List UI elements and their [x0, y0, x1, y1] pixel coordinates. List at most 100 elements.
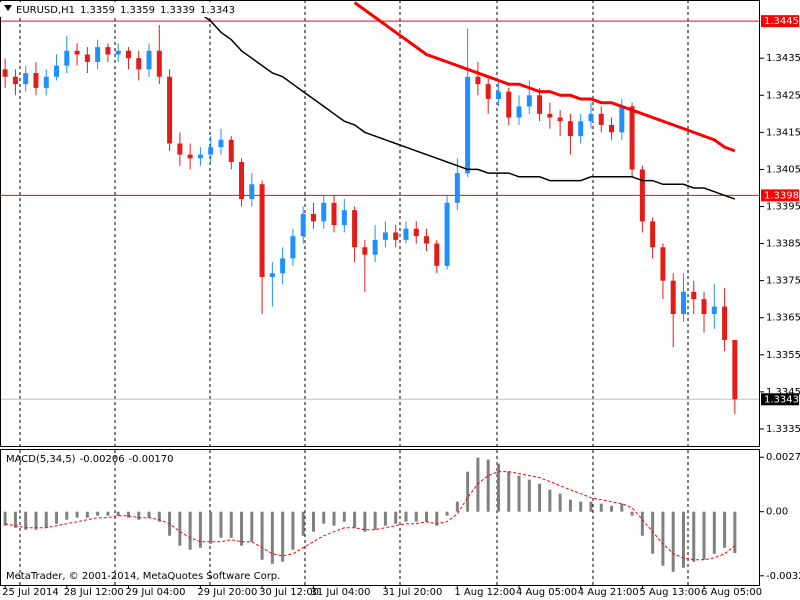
- macd-bar: [188, 511, 192, 550]
- last-low: 1.3339: [160, 5, 195, 16]
- macd-bar: [137, 511, 141, 520]
- candle-body: [537, 95, 543, 114]
- candle-body: [639, 169, 645, 222]
- macd-bar: [291, 511, 295, 550]
- moving-average: [189, 2, 736, 200]
- macd-bar: [157, 511, 161, 522]
- candle-body: [691, 291, 697, 300]
- price-box: [761, 189, 799, 202]
- candle-body: [650, 221, 656, 248]
- candle-body: [444, 202, 450, 266]
- candle-body: [43, 76, 49, 88]
- candle-body: [701, 299, 707, 315]
- candle-body: [167, 76, 173, 144]
- macd-bar: [24, 511, 28, 530]
- x-tick-label: 30 Jul 12:00: [259, 587, 319, 598]
- macd-bar: [610, 505, 614, 512]
- price-box-label: 1.3398: [764, 190, 799, 201]
- candle-body: [95, 47, 101, 62]
- macd-bar: [568, 499, 572, 512]
- candle-body: [208, 147, 214, 155]
- macd-bar: [630, 511, 634, 516]
- candle-body: [228, 139, 234, 163]
- y-tick-label: 0.00272: [766, 452, 800, 463]
- candle-body: [516, 106, 522, 118]
- macd-bar: [198, 511, 202, 548]
- macd-bar: [96, 511, 100, 516]
- candle-body: [362, 247, 368, 255]
- macd-bar: [733, 511, 737, 553]
- macd-bar: [209, 511, 213, 544]
- macd-bar: [661, 511, 665, 566]
- macd-bar: [75, 511, 79, 518]
- macd-bar: [548, 489, 552, 512]
- candle-body: [54, 65, 60, 77]
- x-tick-label: 29 Jul 20:00: [197, 587, 257, 598]
- macd-bar: [599, 503, 603, 512]
- macd-header: MACD(5,34,5) -0.00206 -0.00170: [6, 454, 174, 465]
- chart-header: EURUSD,H1 1.3359 1.3359 1.3339 1.3343: [16, 5, 235, 16]
- menu-icon[interactable]: [4, 5, 12, 11]
- candle-body: [290, 236, 296, 259]
- y-tick-label: 1.3395: [766, 202, 800, 213]
- macd-bar: [178, 511, 182, 546]
- macd-bar: [85, 511, 89, 518]
- moving-average: [353, 1, 736, 153]
- candle-body: [197, 154, 203, 159]
- candle-body: [33, 73, 39, 88]
- candle-body: [382, 232, 388, 240]
- macd-bar: [712, 511, 716, 554]
- candle-body: [485, 84, 491, 99]
- candle-body: [177, 143, 183, 155]
- x-tick-label: 28 Jul 12:00: [64, 587, 124, 598]
- candle-body: [526, 95, 532, 107]
- copyright: MetaTrader, © 2001-2014, MetaQuotes Soft…: [6, 571, 280, 582]
- macd-bar: [281, 511, 285, 562]
- macd-bar: [558, 493, 562, 512]
- candle-body: [310, 213, 316, 222]
- candle-body: [280, 258, 286, 274]
- macd-bar: [445, 511, 449, 516]
- y-tick-label: 1.3415: [766, 127, 800, 138]
- macd-bar: [363, 511, 367, 532]
- candle-body: [598, 113, 604, 125]
- candle-body: [259, 184, 265, 277]
- candle-body: [105, 47, 111, 55]
- candle-body: [547, 113, 553, 118]
- y-tick-label: 1.3365: [766, 313, 800, 324]
- macd-bar: [322, 511, 326, 524]
- macd-bar: [65, 511, 69, 520]
- y-tick-label: 1.3385: [766, 239, 800, 250]
- macd-bar: [301, 511, 305, 536]
- y-tick-label: 0.00: [766, 507, 788, 518]
- signal-last: -0.00170: [129, 454, 174, 465]
- candle-body: [249, 184, 255, 200]
- macd-last: -0.00206: [80, 454, 125, 465]
- y-tick-label: 1.3375: [766, 276, 800, 287]
- macd-bar: [13, 511, 17, 528]
- candle-body: [218, 139, 224, 148]
- candle-body: [403, 228, 409, 240]
- x-tick-label: 25 Jul 2014: [2, 587, 59, 598]
- macd-bar: [507, 471, 511, 512]
- macd-bar: [496, 463, 500, 512]
- candle-body: [660, 247, 666, 281]
- candle-body: [239, 162, 245, 200]
- macd-bar: [106, 511, 110, 516]
- macd-bar: [425, 511, 429, 522]
- macd-bar: [620, 503, 624, 512]
- candle-body: [74, 50, 80, 55]
- candle-body: [588, 113, 594, 122]
- candle-body: [84, 54, 90, 62]
- candle-body: [393, 232, 399, 240]
- macd-bar: [373, 511, 377, 530]
- candle-body: [413, 228, 419, 237]
- y-tick-label: 1.3425: [766, 90, 800, 101]
- macd-bar: [44, 511, 48, 528]
- macd-bar: [126, 511, 130, 518]
- price-box: [761, 393, 799, 406]
- macd-bar: [3, 511, 7, 526]
- candle-body: [146, 50, 152, 70]
